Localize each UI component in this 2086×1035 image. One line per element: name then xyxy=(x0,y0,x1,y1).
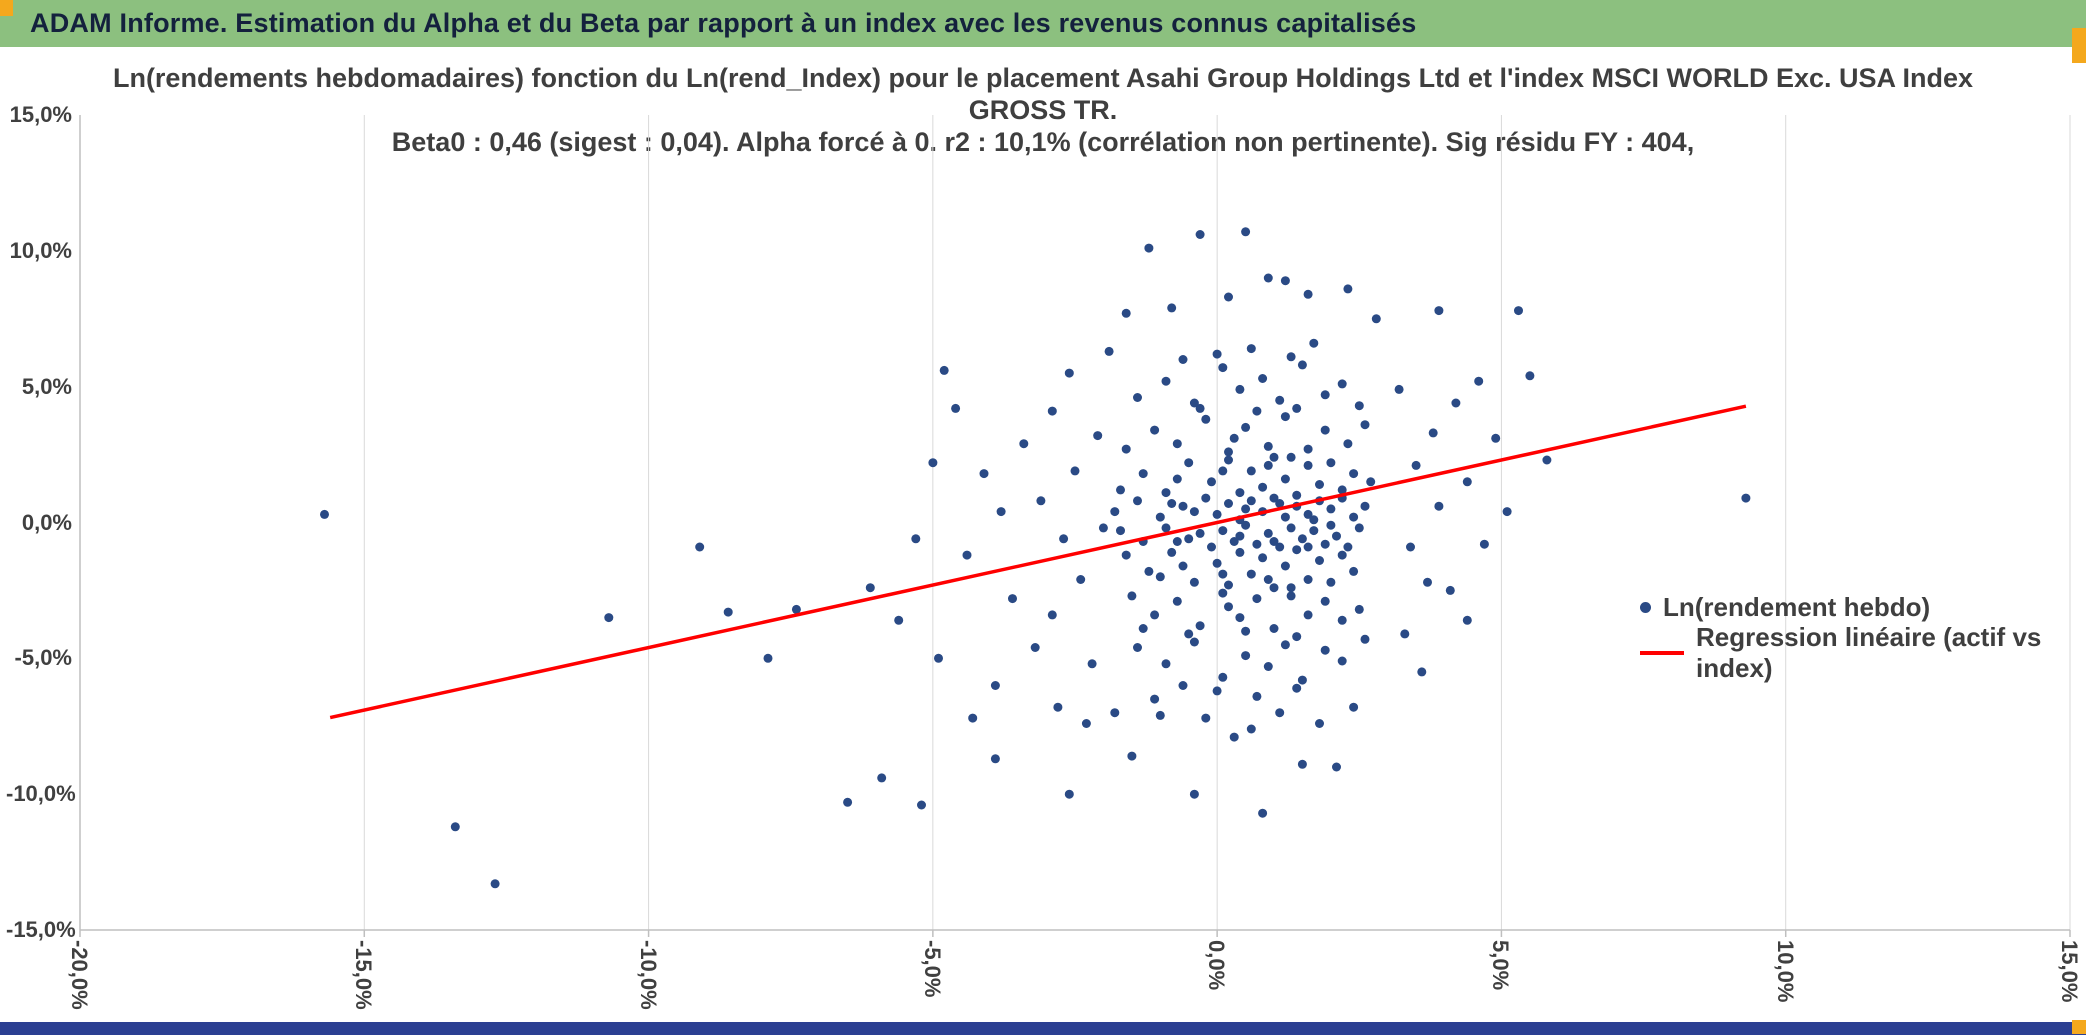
y-tick-label: -10,0% xyxy=(6,781,76,807)
legend[interactable]: Ln(rendement hebdo) Regression linéaire … xyxy=(1640,584,2086,683)
axes xyxy=(79,115,2070,931)
page-title: ADAM Informe. Estimation du Alpha et du … xyxy=(30,8,1417,38)
regression-line[interactable] xyxy=(329,404,1747,720)
x-tick-label: 15,0% xyxy=(2057,940,2082,1003)
x-tick-label: -10,0% xyxy=(635,940,661,1010)
selection-accent-bottom-right xyxy=(2072,1020,2086,1034)
x-tick-label: -20,0% xyxy=(67,940,92,1010)
y-tick-label: -5,0% xyxy=(14,645,72,671)
chart[interactable]: Ln(rendements hebdomadaires) fonction du… xyxy=(0,47,2086,1022)
y-tick-label: 5,0% xyxy=(21,373,72,399)
selection-accent-right xyxy=(2072,28,2086,63)
chart-title: Ln(rendements hebdomadaires) fonction du… xyxy=(0,62,2086,158)
chart-title-line-3: Beta0 : 0,46 (sigest : 0,04). Alpha forc… xyxy=(391,127,1695,157)
x-tick-label: 5,0% xyxy=(1488,940,1514,991)
x-tick-label: 0,0% xyxy=(1204,940,1230,991)
scatter-marker-icon xyxy=(1640,601,1651,613)
chart-title-line-1: Ln(rendements hebdomadaires) fonction du… xyxy=(112,63,1974,93)
x-tick-label: -5,0% xyxy=(919,940,945,998)
bottom-bar xyxy=(0,1022,2086,1035)
y-tick-label: -15,0% xyxy=(6,917,76,942)
legend-label-regression: Regression linéaire (actif vs index) xyxy=(1696,622,2042,683)
regression-line-icon xyxy=(1640,651,1684,655)
y-tick-label: 15,0% xyxy=(9,102,72,127)
chart-title-line-2: GROSS TR. xyxy=(968,95,1118,125)
x-tick-label: -15,0% xyxy=(351,940,377,1010)
legend-label-scatter: Ln(rendement hebdo) xyxy=(1663,591,1931,622)
legend-item-scatter[interactable]: Ln(rendement hebdo) xyxy=(1640,584,2086,630)
y-tick-label: 10,0% xyxy=(9,237,72,263)
scatter-series[interactable] xyxy=(320,227,1751,889)
header-bar: ADAM Informe. Estimation du Alpha et du … xyxy=(0,0,2086,47)
y-tick-label: 0,0% xyxy=(21,509,72,535)
selection-accent-left xyxy=(0,0,13,16)
gridlines xyxy=(79,115,2071,937)
x-tick-label: 10,0% xyxy=(1772,940,1798,1003)
legend-item-regression[interactable]: Regression linéaire (actif vs index) xyxy=(1640,622,2086,683)
